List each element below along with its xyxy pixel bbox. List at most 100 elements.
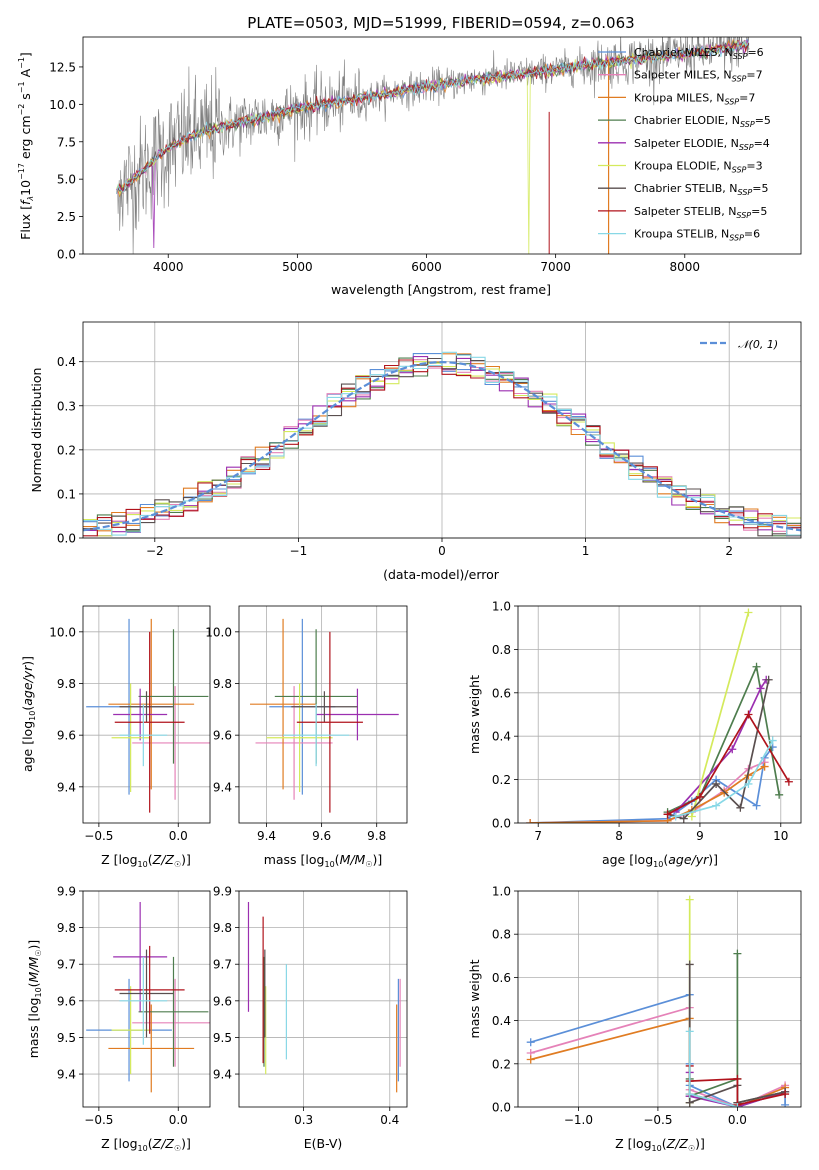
histogram-salpeter_stelib: [83, 359, 801, 537]
legend-label: Kroupa ELODIE, N: [634, 160, 732, 173]
x-tick-label: 0: [438, 544, 446, 558]
legend-label: Kroupa MILES, N: [634, 91, 724, 104]
weight-marker: [685, 1098, 694, 1107]
plot-area: [83, 351, 801, 537]
legend-label: Chabrier ELODIE, N: [634, 114, 740, 127]
x-axis-label: wavelength [Angstrom, rest frame]: [331, 282, 551, 297]
y-axis-label: Flux [fλ10−17 erg cm−2 s−1 A−1]: [17, 52, 35, 240]
legend-entry: Salpeter MILES, NSSP=7: [634, 69, 763, 84]
legend-sub: SSP: [739, 143, 754, 152]
grid-lines: [518, 890, 801, 1108]
model-line-kroupa_stelib: [116, 40, 750, 195]
weight-marker: [752, 662, 761, 671]
weight-marker: [775, 790, 784, 799]
panel-mass_vs_ebv: 0.3 0.4 9.4 9.5 9.6 9.7 9.8 9.9: [213, 885, 408, 1127]
y-axis-label: Normed distribution: [29, 368, 44, 493]
y-tick-label: 5.0: [57, 173, 76, 187]
weight-marker: [712, 801, 721, 810]
weight-marker: [733, 1074, 742, 1083]
weight-marker: [728, 745, 737, 754]
x-axis-label: Z [log10(Z/Z☉)]: [101, 852, 191, 869]
y-tick-label: 9.6: [57, 729, 76, 743]
x-tick-label: 5000: [282, 260, 313, 274]
x-tick-label: 8000: [670, 260, 701, 274]
weight-marker: [685, 895, 694, 904]
weight-marker: [744, 608, 753, 617]
y-tick-label: 0.0: [57, 248, 76, 262]
panel-weight_vs_Z: −1.0 −0.5 0.0 0.0 0.2 0.4 0.6 0.8 1.0: [492, 885, 802, 1127]
legend-entry: Salpeter STELIB, NSSP=5: [634, 205, 767, 220]
weight-marker: [764, 675, 773, 684]
y-tick-label: 9.4: [213, 780, 232, 794]
x-axis-label: Z [log10(Z/Z☉)]: [615, 1136, 705, 1153]
weight-marker: [526, 819, 535, 823]
gaussian-curve: [83, 360, 801, 532]
histogram-kroupa_stelib: [83, 351, 801, 536]
weight-marker: [679, 814, 688, 823]
legend-suffix: =6: [747, 46, 763, 59]
y-axis-label: mass weight: [467, 959, 482, 1038]
y-tick-label: 9.4: [57, 1068, 76, 1082]
y-tick-label: 7.5: [57, 135, 76, 149]
axes-frame: [82, 321, 802, 539]
plot-area: [86, 618, 210, 813]
legend-suffix: =5: [751, 205, 767, 218]
weight-marker: [733, 1103, 742, 1107]
legend-suffix: =7: [746, 69, 762, 82]
x-tick-label: −0.5: [643, 1113, 672, 1127]
y-tick-label: 1.0: [492, 885, 511, 899]
y-tick-label: 9.6: [213, 729, 232, 743]
legend-suffix: =7: [739, 91, 755, 104]
plot-area: [250, 618, 399, 813]
axes-frame: [517, 605, 802, 824]
panel-spectrum: 4000 5000 6000 7000 8000 0.0 2.5 5.0 7.5 10.0 12.5…: [49, 36, 802, 274]
y-tick-label: 9.9: [57, 885, 76, 899]
y-tick-label: 2.5: [57, 210, 76, 224]
y-tick-label: 9.4: [57, 780, 76, 794]
weight-marker: [695, 792, 704, 801]
x-axis-label: mass [log10(M/M☉)]: [264, 852, 383, 869]
weight-marker: [744, 779, 753, 788]
y-tick-label: 9.6: [57, 994, 76, 1008]
weight-line-chabrier_miles: [530, 746, 774, 823]
x-tick-label: 0.4: [380, 1113, 399, 1127]
panel-weight_vs_age: 7 8 9 10 0.0 0.2 0.4 0.6 0.8 1.0: [492, 600, 802, 843]
weight-line-chabrier_elodie: [667, 663, 781, 813]
chart-title: PLATE=0503, MJD=51999, FIBERID=0594, z=0…: [247, 14, 634, 32]
weight-marker: [663, 810, 672, 819]
weight-marker: [781, 1090, 790, 1099]
weight-marker: [752, 801, 761, 810]
x-tick-label: 7: [534, 829, 542, 843]
y-tick-label: 0.2: [492, 1057, 511, 1071]
weight-marker: [526, 1055, 535, 1064]
y-tick-label: 0.2: [492, 773, 511, 787]
weight-marker: [733, 949, 742, 958]
x-tick-label: 7000: [540, 260, 571, 274]
panel-age_vs_Z: −0.5 0.0 9.4 9.6 9.8 10.0: [49, 605, 211, 843]
y-tick-label: 9.8: [213, 677, 232, 691]
legend-entry: Chabrier MILES, NSSP=6: [634, 46, 764, 61]
plot-area: [247, 901, 401, 1093]
x-tick-label: 10: [773, 829, 788, 843]
y-tick-label: 12.5: [49, 60, 76, 74]
legend-sub: SSP: [732, 166, 747, 175]
x-axis-label: (data-model)/error: [383, 567, 500, 582]
x-tick-label: 9.8: [367, 829, 386, 843]
y-tick-label: 9.5: [57, 1031, 76, 1045]
y-axis-label: mass [log10(M/M☉)]: [26, 940, 43, 1059]
y-tick-label: 0.1: [57, 487, 76, 501]
legend-entry: Kroupa MILES, NSSP=7: [634, 91, 755, 106]
y-tick-label: 9.8: [57, 677, 76, 691]
weight-marker: [744, 710, 753, 719]
model-line-salpeter_stelib: [116, 39, 750, 194]
y-tick-label: 9.4: [213, 1068, 232, 1082]
legend-sub: SSP: [733, 52, 748, 61]
legend-sub: SSP: [740, 120, 755, 129]
y-tick-label: 0.8: [492, 643, 511, 657]
x-tick-label: 2: [725, 544, 733, 558]
model-line-kroupa_elodie: [116, 40, 750, 254]
weight-line-kroupa_elodie: [690, 612, 750, 817]
legend-entry: Salpeter ELODIE, NSSP=4: [634, 137, 770, 152]
y-tick-label: 9.6: [213, 994, 232, 1008]
